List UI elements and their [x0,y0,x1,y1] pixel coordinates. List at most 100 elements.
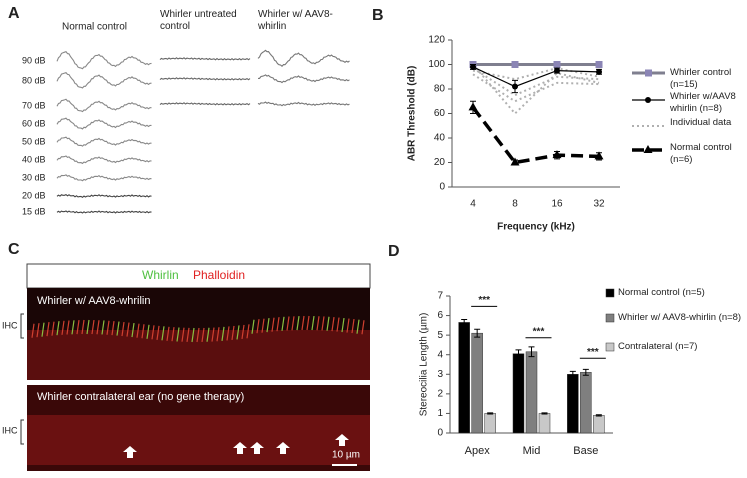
legend-label: Whirler w/AAV8 whirlin (n=8) [670,91,736,114]
stereocilia [176,327,180,342]
error-bar [582,368,589,376]
annotation: *** [533,326,545,337]
stereocilia [251,319,255,334]
trace [257,49,350,67]
stereocilia [96,320,100,335]
stereocilia [271,317,275,332]
y-tick-label: 80 [434,84,446,95]
stereocilia [291,316,295,331]
y-tick-label: 4 [437,349,443,360]
legend-label: Whirler control (n=15) [670,67,732,90]
stereocilia [301,315,305,331]
stereocilia [146,324,150,339]
stereocilia [231,325,235,341]
level-label: 70 dB [22,100,46,110]
marker [468,102,478,111]
stereocilia [236,325,240,340]
stereocilia [106,320,110,335]
level-label: 60 dB [22,118,46,128]
stereocilia [81,319,85,335]
panel-label: A [8,5,20,22]
level-label: 50 dB [22,136,46,146]
stereocilia [171,327,175,342]
y-tick-label: 2 [437,388,443,399]
x-tick-label: Mid [523,445,541,457]
stereocilia [41,322,45,337]
y-tick-label: 3 [437,369,443,380]
stereocilia [91,319,95,335]
error-bar [515,349,522,359]
legend-label: Whirler w/ AAV8-whirlin (n=8) [618,312,742,323]
trace [56,51,152,70]
trace [56,71,152,89]
level-label: 40 dB [22,154,46,164]
stereocilia [136,323,140,338]
level-label: 90 dB [22,55,46,65]
stereocilia [226,326,230,341]
marker [553,61,561,68]
stereocilia [66,320,70,335]
x-tick-label: Apex [465,445,491,457]
marker [470,63,476,70]
stereocilia [196,327,200,343]
stereocilia [266,318,270,333]
stereocilia [316,316,320,331]
series-line [472,67,600,97]
y-tick-label: 6 [437,310,443,321]
stereocilia [51,321,55,336]
column-title: Whirler w/ AAV8-whirlin [258,9,333,32]
arrows [123,434,349,458]
stereocilia [356,319,360,334]
trace [159,77,251,81]
trace [257,101,350,107]
legend-marker [643,145,653,153]
stereocilia [216,327,220,342]
stereocilia [361,320,365,335]
bar [593,415,605,434]
stereocilia [131,323,135,338]
panel-label: C [8,241,20,258]
panel-label: D [388,243,400,260]
stereocilia [326,316,330,331]
y-tick-label: 0 [437,428,443,439]
bar [538,413,551,434]
legend-marker [645,69,652,77]
y-tick-label: 100 [428,59,445,70]
stereocilia [256,319,260,334]
legend-swatch [605,313,615,323]
y-tick-label: 20 [434,157,446,168]
trace [56,98,152,113]
marker [554,67,560,74]
series-line [472,73,600,103]
region-label: IHC [2,320,18,330]
stereocilia [36,323,40,338]
stereocilia [126,322,130,337]
error-bar [595,414,602,417]
legend-swatch [605,342,615,352]
image-texture [27,415,370,465]
stereocilia [71,320,75,335]
image-title: Whirler w/ AAV8-whrilin [37,295,151,307]
stereocilia [306,315,310,331]
column-title: Whirler untreated control [160,9,237,32]
legend-swatch [605,288,615,298]
stereocilia [141,324,145,339]
stereocilia [186,327,190,342]
stereocilia [336,317,340,332]
bar [580,372,592,434]
bar [484,413,496,434]
y-tick-label: 60 [434,108,446,119]
legend-label: Normal control (n=5) [618,287,705,298]
error-bar [528,346,535,358]
marker [594,151,604,160]
stereocilia [56,321,60,336]
stereocilia [296,316,300,331]
bar [458,322,470,434]
stereocilia [286,316,290,331]
level-label: 15 dB [22,206,46,216]
stereocilia [211,327,215,342]
stereocilia [346,318,350,333]
bar [525,351,538,434]
